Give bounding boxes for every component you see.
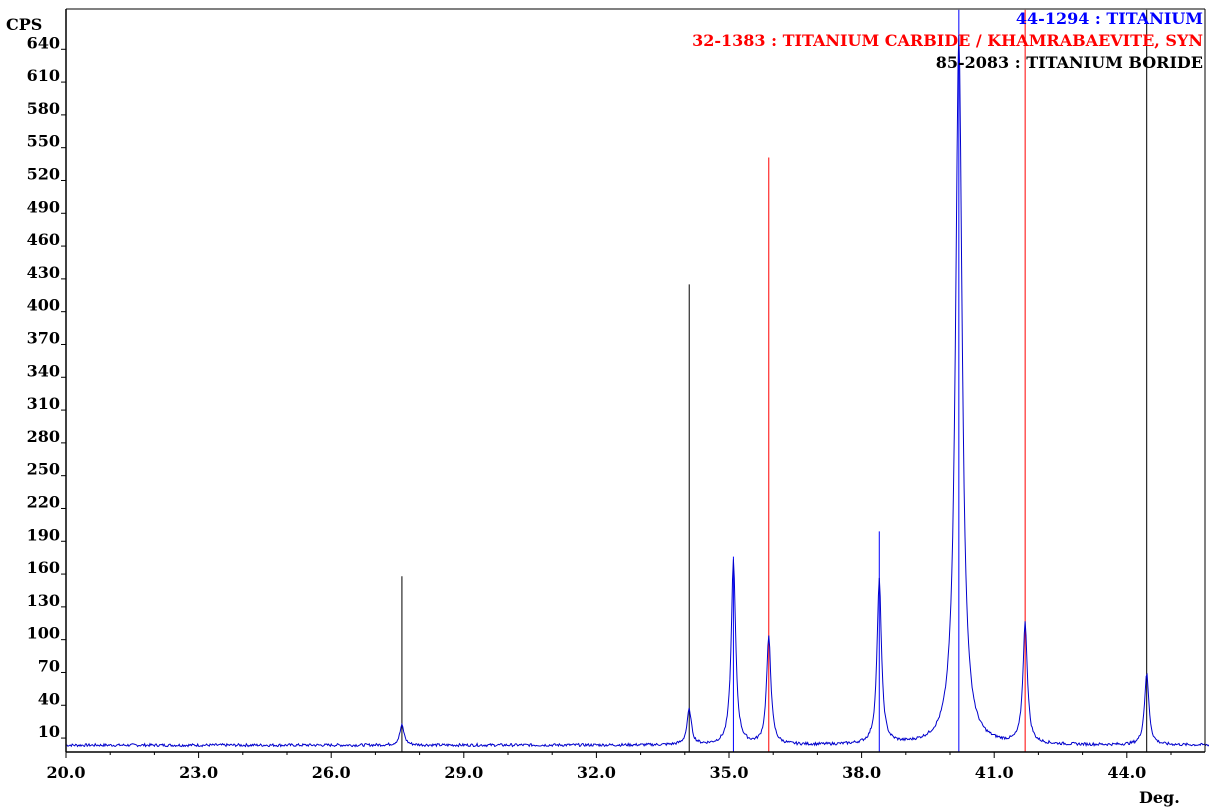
y-tick-label: 460 [27,230,60,249]
y-axis-unit-label: CPS [6,15,42,34]
y-tick-label: 370 [27,328,60,347]
y-tick-label: 220 [27,492,60,511]
legend-entry: 44-1294 : TITANIUM [1016,9,1203,28]
legend-entry: 85-2083 : TITANIUM BORIDE [936,53,1203,72]
y-tick-label: 610 [27,66,60,85]
reference-lines [401,9,1148,752]
x-tick-label: 41.0 [975,763,1014,782]
y-tick-label: 400 [27,296,60,315]
y-tick-label: 130 [27,591,60,610]
x-axis-ticks: 20.023.026.029.032.035.038.041.044.047.0… [47,752,1172,782]
x-tick-label: 29.0 [444,763,483,782]
x-tick-label: 20.0 [47,763,86,782]
y-tick-label: 100 [27,624,60,643]
y-tick-label: 550 [27,132,60,151]
x-tick-label: 26.0 [312,763,351,782]
y-tick-label: 280 [27,427,60,446]
legend: 44-1294 : TITANIUM 32-1383 : TITANIUM CAR… [692,9,1203,72]
y-tick-label: 10 [38,722,60,741]
y-tick-label: 70 [38,656,60,675]
y-tick-label: 430 [27,263,60,282]
y-axis-ticks: 10 40 70 100 130 160 190 220 250 280 310 340 370 400 4… [27,33,66,741]
x-tick-label: 35.0 [710,763,749,782]
y-tick-label: 640 [27,33,60,52]
y-tick-label: 580 [27,99,60,118]
y-tick-label: 40 [38,689,60,708]
x-tick-label: 32.0 [577,763,616,782]
y-tick-label: 250 [27,460,60,479]
x-tick-label: 44.0 [1107,763,1146,782]
y-tick-label: 490 [27,197,60,216]
measured-pattern-line [65,34,1209,748]
x-tick-label: 38.0 [842,763,881,782]
x-tick-label: 23.0 [179,763,218,782]
x-axis-unit-label: Deg. [1139,788,1180,807]
y-tick-label: 340 [27,361,60,380]
y-tick-label: 160 [27,558,60,577]
y-tick-label: 190 [27,525,60,544]
y-tick-label: 520 [27,164,60,183]
y-tick-label: 310 [27,394,60,413]
plot-area-background [66,9,1205,752]
legend-entry: 32-1383 : TITANIUM CARBIDE / KHAMRABAEVI… [692,31,1203,50]
